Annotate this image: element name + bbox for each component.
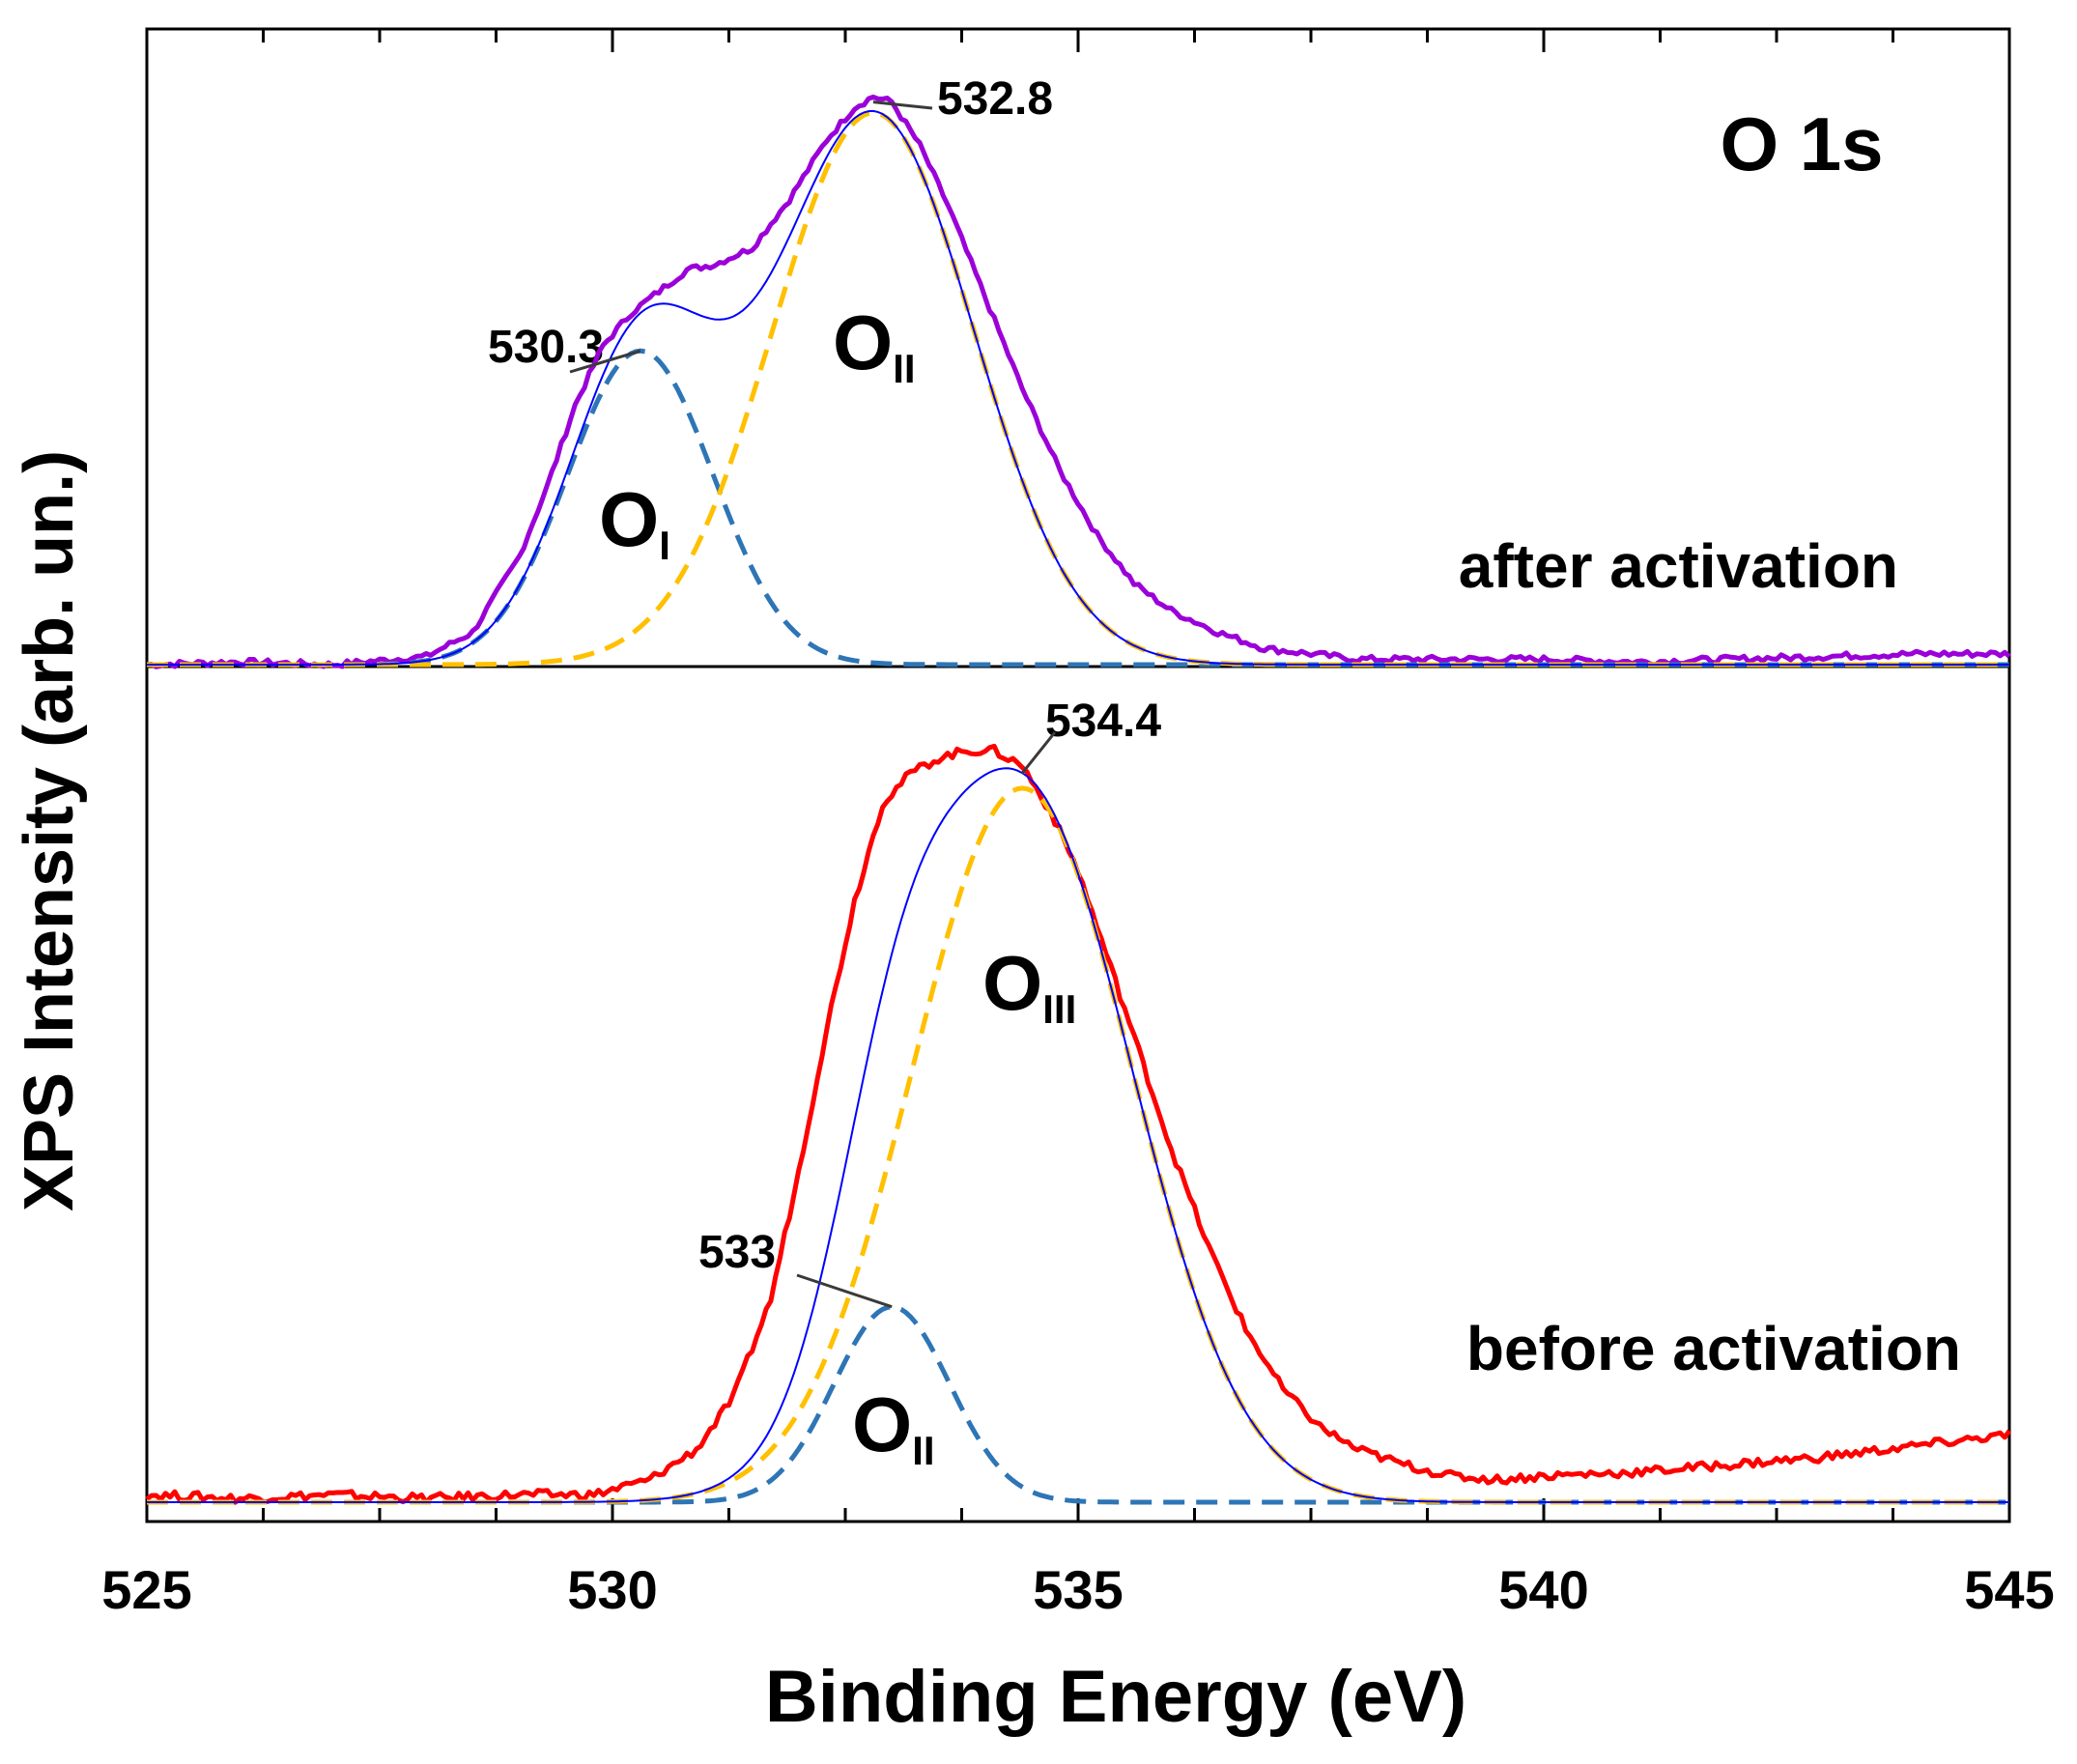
- annotation-533: 533: [698, 1227, 776, 1278]
- component-symbol: O: [599, 476, 659, 562]
- component-label-o3-before: OIII: [982, 940, 1076, 1032]
- component-label-o2-before: OII: [852, 1381, 935, 1473]
- experimental-before: [145, 743, 2012, 1505]
- component-subscript: II: [912, 1428, 934, 1473]
- component-label-o2-after: OII: [833, 299, 916, 391]
- component-symbol: O: [852, 1381, 912, 1467]
- component-subscript: I: [659, 523, 670, 568]
- x-tick-label: 540: [1498, 1559, 1588, 1620]
- x-tick-label: 530: [567, 1559, 657, 1620]
- component-label-o1-after: OI: [599, 476, 670, 568]
- x-axis-label: Binding Energy (eV): [765, 1656, 1466, 1738]
- component-subscript: II: [893, 346, 915, 391]
- y-axis-label: XPS Intensity (arb. un.): [11, 450, 88, 1211]
- leader-line: [569, 349, 641, 374]
- plot-frame: [145, 27, 2011, 1523]
- leader-line: [1020, 731, 1057, 775]
- component-symbol: O: [833, 299, 893, 385]
- envelope-after: [147, 109, 2009, 666]
- x-tick-label: 525: [101, 1559, 191, 1620]
- annotation-530-3: 530.3: [488, 322, 604, 373]
- x-tick-label: 535: [1033, 1559, 1123, 1620]
- x-axis-ticks: 525 530 535 540 545: [101, 29, 2055, 1620]
- x-tick-label: 545: [1964, 1559, 2054, 1620]
- panel-label-before: before activation: [1466, 1314, 1961, 1383]
- panel-label-after: after activation: [1459, 531, 1898, 601]
- component-symbol: O: [982, 940, 1042, 1026]
- annotation-534-4: 534.4: [1045, 696, 1161, 747]
- annotation-532-8: 532.8: [937, 73, 1053, 125]
- spectrum-curves: [145, 94, 2012, 1505]
- leader-line: [872, 100, 933, 110]
- component-subscript: III: [1042, 986, 1076, 1032]
- annotation-leaders: [569, 100, 1057, 1309]
- leader-line: [796, 1273, 893, 1309]
- component-o_iii-before: [147, 785, 2009, 1505]
- envelope-before: [147, 767, 2009, 1503]
- chart-title: O 1s: [1720, 101, 1883, 186]
- experimental-after: [146, 94, 2011, 669]
